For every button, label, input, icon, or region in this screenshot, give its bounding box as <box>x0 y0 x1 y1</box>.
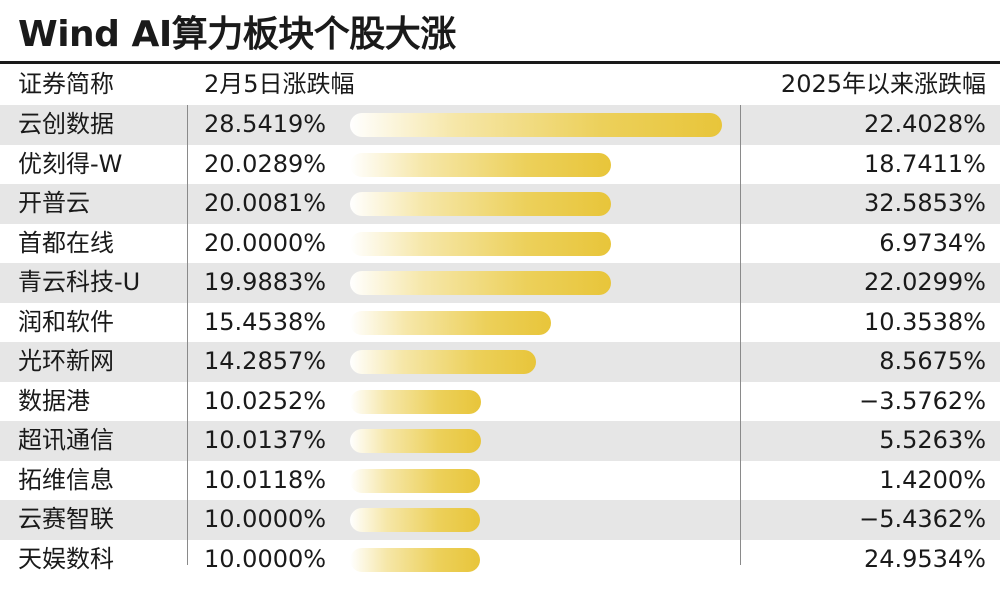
security-name: 拓维信息 <box>18 465 114 494</box>
table-row: 青云科技-U 19.9883% 22.0299% <box>0 263 1000 303</box>
ytd-change-label: 24.9534% <box>863 544 986 573</box>
day-change-bar <box>350 113 722 137</box>
header-ytd-change: 2025年以来涨跌幅 <box>780 70 986 98</box>
day-change-bar <box>350 429 481 453</box>
ytd-change-label: 22.0299% <box>863 268 986 296</box>
security-name: 优刻得-W <box>18 149 123 178</box>
table-row: 数据港 10.0252% −3.5762% <box>0 382 1000 422</box>
table-row: 云赛智联 10.0000% −5.4362% <box>0 500 1000 540</box>
header-security-name: 证券简称 <box>18 70 114 98</box>
day-change-bar <box>350 547 480 572</box>
ytd-change-label: −5.4362% <box>859 505 986 533</box>
day-change-label: 10.0000% <box>204 505 327 533</box>
table-row: 光环新网 14.2857% 8.5675% <box>0 342 1000 382</box>
ytd-change-label: 22.4028% <box>863 110 986 138</box>
security-name: 云创数据 <box>18 110 114 138</box>
security-name: 超讯通信 <box>18 426 114 454</box>
day-change-label: 20.0000% <box>204 228 327 257</box>
table-row: 云创数据 28.5419% 22.4028% <box>0 105 1000 145</box>
security-name: 光环新网 <box>18 347 114 375</box>
day-change-bar <box>350 192 611 216</box>
day-change-bar <box>350 231 611 256</box>
security-name: 青云科技-U <box>18 268 141 296</box>
security-name: 首都在线 <box>18 228 114 257</box>
day-change-label: 14.2857% <box>204 347 327 375</box>
day-change-bar <box>350 389 481 414</box>
day-change-label: 10.0252% <box>204 386 327 415</box>
ytd-change-label: 18.7411% <box>863 149 986 178</box>
table-row: 优刻得-W 20.0289% 18.7411% <box>0 145 1000 185</box>
table-row: 开普云 20.0081% 32.5853% <box>0 184 1000 224</box>
day-change-label: 19.9883% <box>204 268 327 296</box>
day-change-bar <box>350 271 611 295</box>
table-row: 润和软件 15.4538% 10.3538% <box>0 303 1000 343</box>
table-row: 拓维信息 10.0118% 1.4200% <box>0 461 1000 501</box>
ytd-change-label: 8.5675% <box>879 347 986 375</box>
day-change-bar <box>350 350 536 374</box>
day-change-label: 28.5419% <box>204 110 327 138</box>
ytd-change-label: 1.4200% <box>879 465 986 494</box>
chart-title: Wind AI算力板块个股大涨 <box>18 14 456 55</box>
day-change-label: 10.0118% <box>204 465 327 494</box>
table-row: 天娱数科 10.0000% 24.9534% <box>0 540 1000 580</box>
chart-rows: 云创数据 28.5419% 22.4028% 优刻得-W 20.0289% 18.7411… <box>0 105 1000 579</box>
title-rule <box>0 61 1000 64</box>
header-day-change: 2月5日涨跌幅 <box>204 70 355 98</box>
day-change-bar <box>350 152 611 177</box>
table-row: 超讯通信 10.0137% 5.5263% <box>0 421 1000 461</box>
day-change-label: 20.0289% <box>204 149 327 178</box>
table-row: 首都在线 20.0000% 6.9734% <box>0 224 1000 264</box>
column-divider-right <box>740 105 741 565</box>
ytd-change-label: −3.5762% <box>859 386 986 415</box>
ytd-change-label: 32.5853% <box>863 189 986 217</box>
security-name: 数据港 <box>18 386 90 415</box>
security-name: 润和软件 <box>18 307 114 336</box>
day-change-label: 15.4538% <box>204 307 327 336</box>
security-name: 云赛智联 <box>18 505 114 533</box>
day-change-bar <box>350 468 480 493</box>
column-divider-left <box>187 105 188 565</box>
day-change-label: 10.0137% <box>204 426 327 454</box>
day-change-label: 20.0081% <box>204 189 327 217</box>
security-name: 开普云 <box>18 189 90 217</box>
ytd-change-label: 5.5263% <box>879 426 986 454</box>
day-change-bar <box>350 508 480 532</box>
ytd-change-label: 6.9734% <box>879 228 986 257</box>
day-change-label: 10.0000% <box>204 544 327 573</box>
security-name: 天娱数科 <box>18 544 114 573</box>
ytd-change-label: 10.3538% <box>863 307 986 336</box>
day-change-bar <box>350 310 551 335</box>
